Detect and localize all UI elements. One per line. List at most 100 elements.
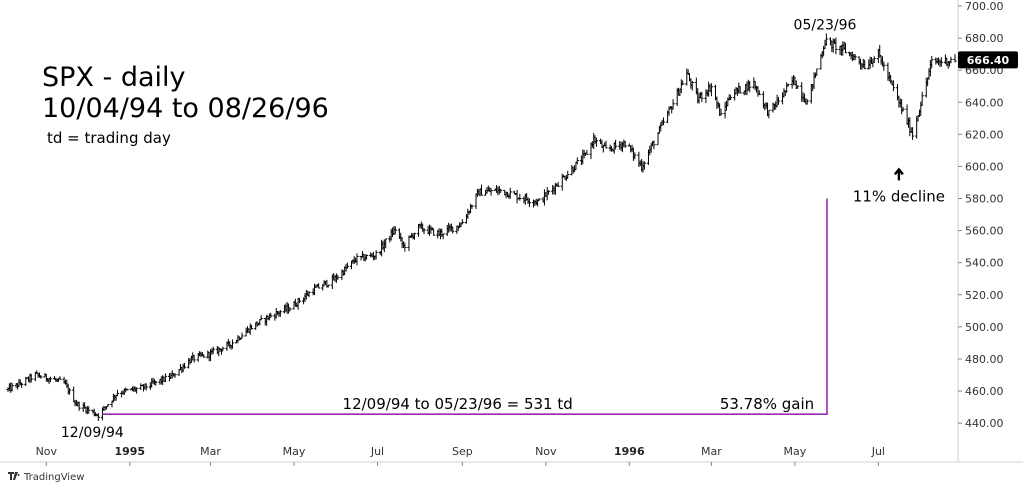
- ohlc-bar: [614, 139, 618, 150]
- ohlc-bar: [460, 219, 464, 225]
- ohlc-bar: [585, 149, 589, 155]
- ohlc-bar: [451, 226, 455, 234]
- gain-label: 53.78% gain: [720, 395, 814, 413]
- ohlc-bar: [757, 90, 761, 95]
- ohlc-bar: [182, 362, 187, 369]
- x-tick-label: Nov: [535, 445, 557, 458]
- branding-label: TradingView: [23, 472, 84, 483]
- peak-date-label: 05/23/96: [794, 17, 857, 33]
- ohlc-bar: [623, 140, 627, 148]
- ohlc-bar: [815, 68, 819, 76]
- ohlc-bar: [776, 96, 781, 105]
- ohlc-bar: [125, 388, 129, 391]
- ohlc-bar: [594, 137, 599, 147]
- ohlc-bar: [139, 383, 143, 390]
- y-tick-label: 440.00: [965, 417, 1004, 430]
- ohlc-bar: [345, 262, 349, 269]
- ohlc-bar: [422, 228, 426, 235]
- ohlc-bar: [843, 42, 848, 54]
- gain-bracket: [102, 198, 828, 415]
- decline-label: 11% decline: [853, 187, 945, 205]
- y-tick-label: 540.00: [965, 257, 1004, 270]
- ohlc-bar: [953, 54, 957, 63]
- ohlc-bar: [738, 86, 742, 94]
- ohlc-bar: [499, 188, 503, 193]
- ohlc-bar: [824, 33, 828, 46]
- ohlc-bar: [39, 375, 43, 379]
- ohlc-bar: [202, 354, 206, 358]
- low-date-label: 12/09/94: [61, 425, 124, 441]
- ohlc-bar: [805, 99, 809, 105]
- decline-arrow: [893, 167, 904, 181]
- x-axis: Nov 1995 Mar May Jul Sep Nov 1996 Mar May Jul: [36, 445, 885, 466]
- ohlc-bar: [374, 250, 378, 260]
- ohlc-bar: [135, 387, 139, 394]
- ohlc-bar: [67, 387, 72, 395]
- chart-title: SPX - daily: [42, 62, 186, 93]
- ohlc-bar: [441, 233, 445, 240]
- ohlc-bar: [20, 382, 24, 388]
- y-tick-label: 460.00: [965, 385, 1004, 398]
- x-tick-label: Mar: [701, 445, 722, 458]
- y-tick-label: 700.00: [965, 0, 1004, 13]
- ohlc-bar: [384, 238, 388, 249]
- y-axis: 440.00 460.00 480.00 500.00 520.00 540.00 560.…: [0, 0, 1023, 463]
- ohlc-bar: [863, 59, 867, 70]
- ohlc-bar: [527, 198, 531, 208]
- ohlc-bar: [326, 284, 330, 288]
- x-tick-label: Nov: [36, 445, 58, 458]
- y-tick-label: 480.00: [965, 353, 1004, 366]
- ohlc-bar: [910, 127, 915, 140]
- ohlc-bar: [393, 226, 397, 235]
- ohlc-bar: [432, 228, 436, 236]
- ohlc-bar: [58, 376, 62, 380]
- ohlc-bar: [249, 324, 254, 330]
- x-tick-label: Jul: [871, 445, 885, 458]
- tradingview-icon: [8, 472, 20, 480]
- ohlc-bar: [211, 346, 215, 354]
- ohlc-bar: [834, 37, 838, 55]
- span-label: 12/09/94 to 05/23/96 = 531 td: [343, 395, 573, 413]
- x-tick-label: May: [784, 445, 807, 458]
- y-tick-label: 560.00: [965, 225, 1004, 238]
- ohlc-bar: [728, 94, 733, 101]
- ohlc-bar: [230, 339, 235, 349]
- ohlc-bar: [690, 80, 694, 91]
- ohlc-bar: [355, 253, 359, 266]
- ohlc-bar: [403, 242, 407, 252]
- ohlc-bar: [633, 152, 637, 160]
- ohlc-bar: [470, 204, 474, 210]
- ohlc-bar: [364, 254, 369, 260]
- ohlc-bar: [661, 117, 666, 126]
- ohlc-bar: [489, 188, 493, 196]
- x-tick-label: Jul: [370, 445, 384, 458]
- ohlc-bar: [556, 182, 560, 187]
- chart-note: td = trading day: [47, 129, 171, 147]
- ohlc-bar: [681, 80, 685, 85]
- ohlc-bar: [939, 57, 943, 67]
- x-tick-label: 1996: [614, 445, 645, 458]
- ohlc-bar: [317, 283, 321, 289]
- ohlc-bar: [515, 189, 519, 204]
- y-tick-label: 500.00: [965, 321, 1004, 334]
- ohlc-bar: [307, 291, 311, 298]
- ohlc-bar: [221, 346, 225, 352]
- y-tick-label: 520.00: [965, 289, 1004, 302]
- ohlc-bar: [177, 369, 181, 376]
- ohlc-bar: [240, 332, 244, 339]
- y-tick-label: 600.00: [965, 160, 1004, 173]
- ohlc-bar: [901, 106, 905, 112]
- x-tick-label: May: [283, 445, 306, 458]
- ohlc-bar: [537, 198, 541, 202]
- ohlc-bar: [920, 91, 924, 106]
- ohlc-bar: [77, 401, 81, 411]
- ohlc-bar: [652, 140, 656, 150]
- ohlc-bar: [106, 404, 110, 407]
- ohlc-bar: [10, 382, 14, 392]
- ohlc-bar: [930, 56, 934, 69]
- ohlc-bar: [642, 161, 646, 170]
- ohlc-bar: [297, 297, 302, 304]
- tradingview-logo: TradingView: [8, 472, 84, 483]
- ohlc-bar: [87, 406, 91, 414]
